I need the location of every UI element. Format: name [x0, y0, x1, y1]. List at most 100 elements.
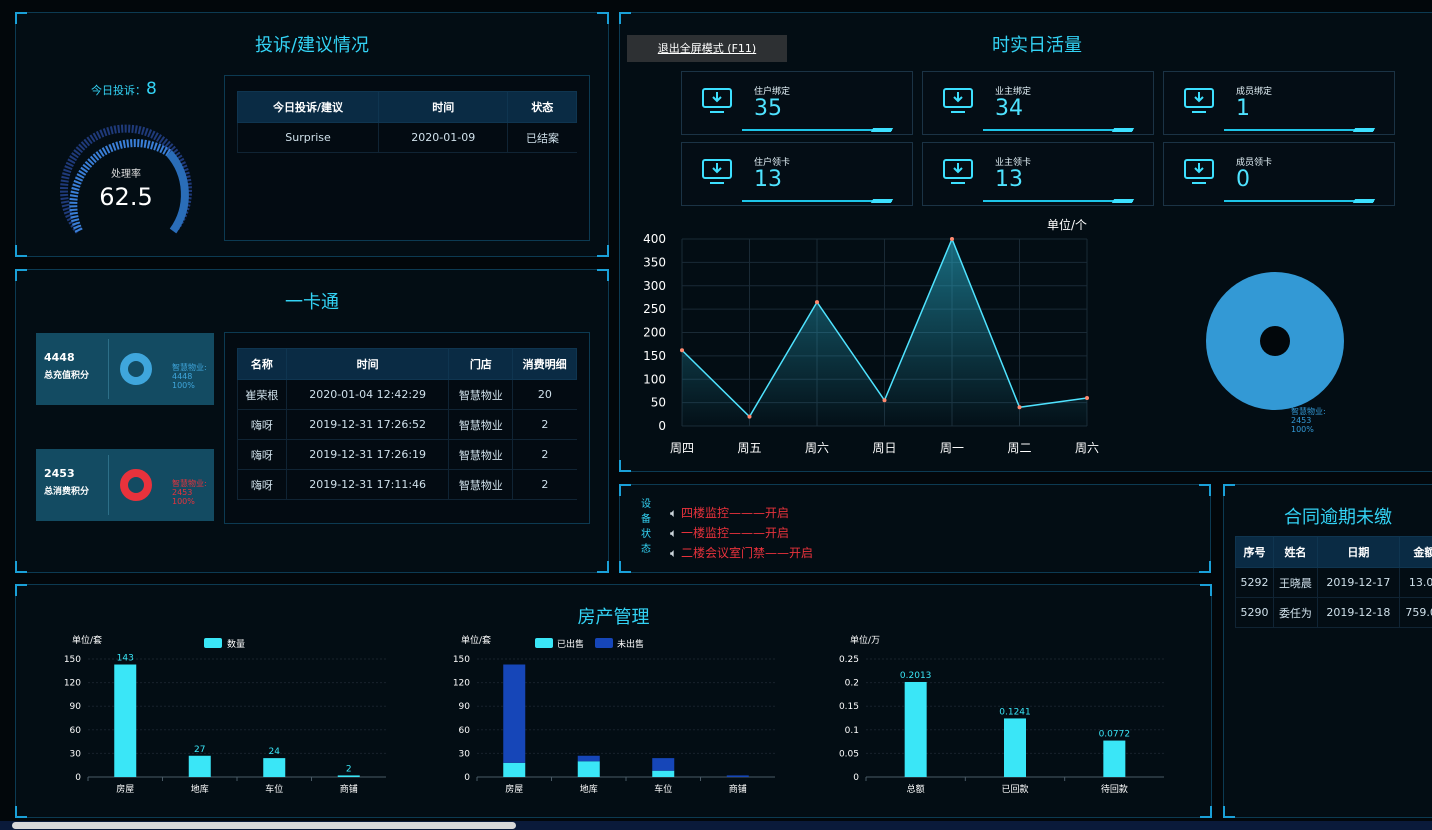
- y-tick-label: 60: [70, 726, 82, 736]
- x-tick-label: 周六: [805, 441, 829, 455]
- y-tick-label: 0.05: [839, 749, 859, 759]
- consume-value: 2453: [44, 467, 75, 480]
- download-monitor-icon: [943, 88, 973, 113]
- stat-value: 13: [754, 167, 782, 192]
- bar: [337, 775, 360, 777]
- bar: [1103, 740, 1126, 777]
- y-tick-label: 120: [64, 679, 81, 689]
- exit-fullscreen-button[interactable]: 退出全屏模式 (F11): [627, 35, 787, 62]
- col-header[interactable]: 姓名: [1272, 536, 1318, 568]
- y-tick-label: 0: [658, 419, 666, 433]
- device-title: 设 备 状 态: [641, 499, 651, 555]
- bar: [577, 755, 600, 762]
- y-axis-label: 单位/个: [1047, 218, 1087, 232]
- bar-value-label: 0.1241: [999, 707, 1031, 717]
- x-tick-label: 周日: [872, 441, 896, 455]
- table-row[interactable]: Surprise 2020-01-09 已结案: [236, 122, 577, 153]
- col-header[interactable]: 日期: [1316, 536, 1400, 568]
- y-tick-label: 60: [459, 726, 471, 736]
- x-tick-label: 周一: [940, 441, 964, 455]
- col-header[interactable]: 状态: [507, 91, 577, 123]
- stat-underline: [983, 129, 1133, 131]
- stat-label: 住户领卡: [754, 158, 791, 168]
- col-header[interactable]: 名称: [237, 348, 287, 380]
- y-tick-label: 90: [70, 702, 82, 712]
- bar: [188, 755, 211, 777]
- col-header[interactable]: 门店: [448, 348, 514, 380]
- x-tick-label: 周六: [1075, 441, 1099, 455]
- stat-value: 13: [995, 167, 1023, 192]
- table-row[interactable]: 嗨呀 2019-12-31 17:26:19 智慧物业 2: [237, 439, 577, 470]
- y-tick-label: 0: [75, 773, 81, 783]
- col-header[interactable]: 消费明细: [512, 348, 577, 380]
- col-header[interactable]: 今日投诉/建议: [236, 91, 380, 123]
- y-tick-label: 200: [643, 326, 666, 340]
- bar-value-label: 0.2013: [900, 671, 932, 681]
- bar-value-label: 143: [117, 654, 134, 664]
- property-payment-chart: 单位/万 0 0.05 0.1 0.15 0.2 0.25 总额 已回款 待回款 0.2013 0.1…: [839, 635, 1164, 795]
- x-tick-label: 车位: [265, 783, 283, 795]
- card-table: 名称 时间 门店 消费明细 崔荣根 2020-01-04 12:42:29 智慧物业…: [237, 348, 577, 500]
- y-tick-label: 50: [651, 396, 666, 410]
- legend-label: 未出售: [617, 638, 644, 650]
- y-tick-label: 0.1: [845, 726, 859, 736]
- y-tick-label: 350: [643, 255, 666, 269]
- consume-legend: 智慧物业: 2453 100%: [172, 479, 207, 506]
- complaints-title: 投诉/建议情况: [254, 35, 370, 56]
- legend-label: 已出售: [557, 638, 584, 650]
- contract-title: 合同逾期未缴: [1284, 507, 1392, 528]
- stat-underline-accent: [1352, 128, 1376, 132]
- x-tick-label: 已回款: [1001, 783, 1028, 795]
- stat-card: 成员绑定 1: [1163, 71, 1395, 135]
- x-tick-label: 总额: [907, 783, 925, 795]
- bar: [652, 770, 675, 777]
- card-table-box: 名称 时间 门店 消费明细 崔荣根 2020-01-04 12:42:29 智慧物业…: [224, 332, 590, 524]
- download-monitor-icon: [1184, 88, 1214, 113]
- y-axis-label: 单位/万: [850, 635, 880, 646]
- activity-panel: 时实日活量 退出全屏模式 (F11) 住户绑定 35 业主绑定 34 成员绑定 1 住户领卡…: [619, 12, 1432, 472]
- table-row[interactable]: 崔荣根 2020-01-04 12:42:29 智慧物业 20: [237, 379, 577, 410]
- gauge-value: 62.5: [99, 183, 153, 211]
- col-header[interactable]: 时间: [285, 348, 450, 380]
- table-row[interactable]: 嗨呀 2019-12-31 17:11:46 智慧物业 2: [237, 469, 577, 500]
- bar: [1004, 718, 1026, 777]
- stat-underline: [983, 200, 1133, 202]
- daily-activity-line-chart: 0 50 100 150 200 250 300 350 400 周四 周五 周六 周日 周一 周二 周六 单位…: [643, 218, 1099, 455]
- speaker-icon: 🔈︎: [670, 506, 678, 520]
- stat-card: 成员领卡 0: [1163, 142, 1395, 206]
- scrollbar-thumb[interactable]: [12, 822, 516, 829]
- horizontal-scrollbar[interactable]: [0, 821, 1432, 830]
- x-tick-label: 待回款: [1101, 783, 1128, 795]
- col-header[interactable]: 序号: [1235, 536, 1274, 568]
- stat-underline-accent: [1352, 199, 1376, 203]
- stat-underline-accent: [1111, 199, 1135, 203]
- card-panel: 一卡通 4448 总充值积分 智慧物业: 4448 100% 2453 总消费积…: [15, 269, 609, 573]
- stat-card: 住户领卡 13: [681, 142, 913, 206]
- line-point: [950, 237, 954, 241]
- speaker-icon: 🔈︎: [670, 526, 678, 540]
- pie-legend: 智慧物业: 2453 100%: [1291, 407, 1326, 434]
- table-row[interactable]: 嗨呀 2019-12-31 17:26:52 智慧物业 2: [237, 409, 577, 440]
- recharge-card: 4448 总充值积分 智慧物业: 4448 100%: [36, 333, 214, 405]
- line-point: [680, 348, 684, 353]
- stat-underline: [1224, 200, 1374, 202]
- consume-donut: [120, 469, 152, 501]
- stat-value: 35: [754, 96, 782, 121]
- bar: [263, 758, 286, 777]
- recharge-legend: 智慧物业: 4448 100%: [172, 363, 207, 390]
- bar: [652, 758, 675, 771]
- device-list: 🔈︎ 四楼监控———开启 🔈︎ 一楼监控———开启 🔈︎ 二楼会议室门禁——开启: [670, 503, 813, 563]
- contract-panel: 合同逾期未缴 序号 姓名 日期 金额 5292 王晓晨 2019-12-17 13.0…: [1223, 484, 1432, 818]
- stat-card: 业主绑定 34: [922, 71, 1154, 135]
- col-header[interactable]: 金额: [1398, 536, 1432, 568]
- legend-swatch: [204, 638, 222, 648]
- x-tick-label: 周四: [670, 441, 694, 455]
- x-tick-label: 周五: [737, 441, 761, 455]
- col-header[interactable]: 时间: [378, 91, 509, 123]
- y-tick-label: 150: [453, 655, 470, 665]
- y-tick-label: 0.2: [845, 679, 859, 689]
- stat-label: 业主领卡: [995, 158, 1032, 168]
